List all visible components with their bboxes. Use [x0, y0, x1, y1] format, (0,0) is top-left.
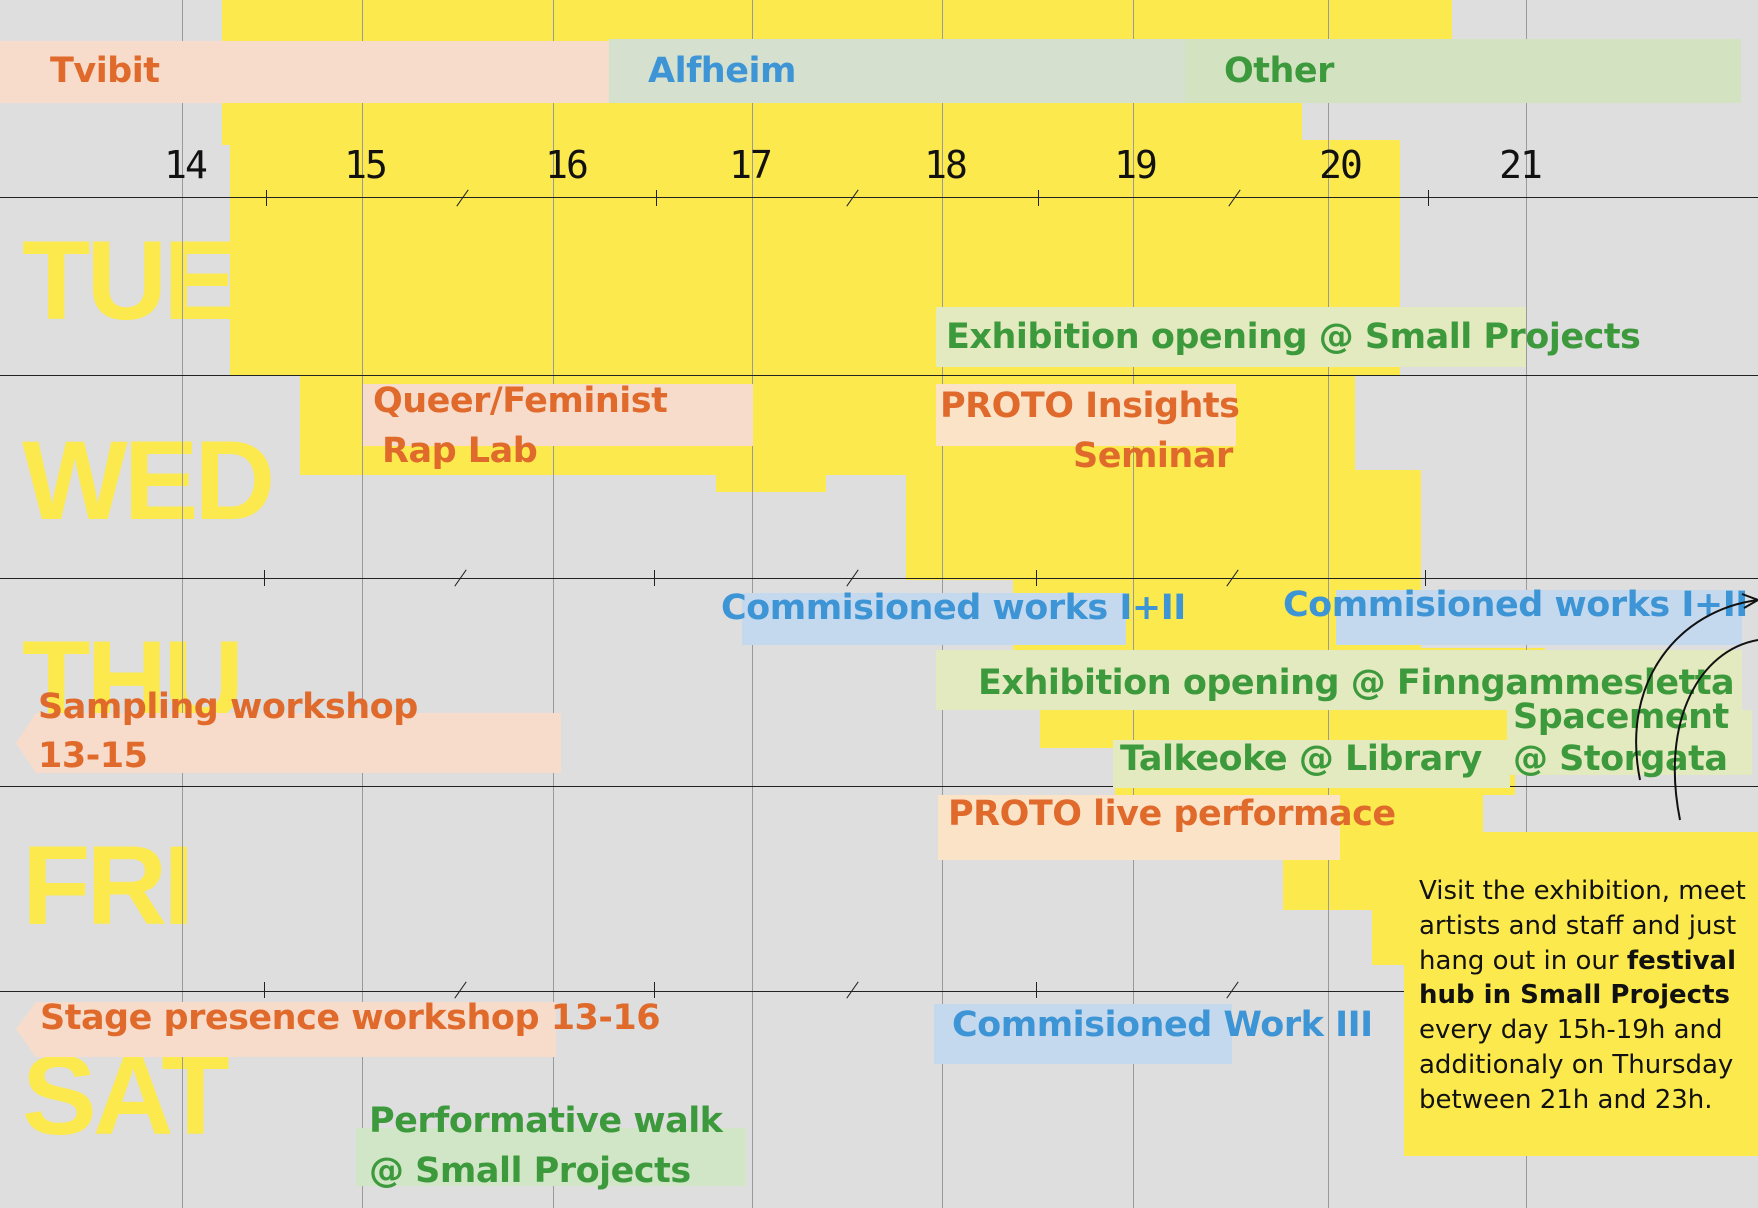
- legend-alfheim: Alfheim: [648, 51, 796, 91]
- day-label-wed: WED: [22, 418, 275, 543]
- hour-label: 17: [729, 143, 773, 187]
- event-bg: [936, 384, 1236, 446]
- event-wed-proto-insights-line2[interactable]: Seminar: [1073, 436, 1233, 476]
- info-text: Visit the exhibition, meet artists and s…: [1419, 876, 1746, 976]
- event-tue-exhibition-opening[interactable]: Exhibition opening @ Small Projects: [946, 317, 1641, 357]
- event-bg: [742, 593, 1126, 645]
- event-thu-spacement-line1[interactable]: Spacement: [1513, 697, 1729, 737]
- event-thu-spacement-line2[interactable]: @ Storgata: [1513, 739, 1728, 779]
- event-bg: [1336, 590, 1742, 645]
- event-sat-stage-presence-workshop[interactable]: Stage presence workshop 13-16: [40, 998, 661, 1038]
- day-label-fri: FRI: [22, 823, 194, 948]
- event-sat-performative-walk-line1[interactable]: Performative walk: [369, 1101, 723, 1141]
- hour-label: 19: [1114, 143, 1158, 187]
- event-bg: [938, 795, 1340, 860]
- event-fri-proto-live-performance[interactable]: PROTO live performace: [948, 794, 1396, 834]
- event-bg: [936, 650, 1742, 710]
- event-thu-exhibition-opening[interactable]: Exhibition opening @ Finngammesletta: [978, 663, 1735, 703]
- hour-label: 15: [344, 143, 388, 187]
- decorative-arcs: [1635, 593, 1758, 821]
- event-arrow-band: [16, 1002, 556, 1057]
- event-thu-commissioned-works-a[interactable]: Commisioned works I+II: [721, 588, 1186, 628]
- day-label-tue: TUE: [22, 218, 238, 343]
- event-thu-sampling-workshop-line1[interactable]: Sampling workshop: [38, 687, 418, 727]
- hour-label: 14: [164, 143, 208, 187]
- info-text: every day 15h-19h and additionaly on Thu…: [1419, 1015, 1734, 1115]
- hour-label: 20: [1319, 143, 1363, 187]
- info-text-bold: festival hub in Small Projects: [1419, 945, 1736, 1011]
- hour-label: 16: [545, 143, 589, 187]
- event-sat-performative-walk-line2[interactable]: @ Small Projects: [369, 1151, 691, 1191]
- legend-other: Other: [1224, 51, 1334, 91]
- event-bg: [356, 1128, 746, 1186]
- legend-tvibit: Tvibit: [50, 51, 160, 91]
- event-arrow-band: [16, 713, 561, 773]
- event-thu-talkeoke[interactable]: Talkeoke @ Library: [1120, 739, 1482, 779]
- day-label-sat: SAT: [22, 1033, 230, 1158]
- event-thu-sampling-workshop-line2[interactable]: 13-15: [38, 736, 148, 776]
- event-thu-commissioned-works-b[interactable]: Commisioned works I+II: [1283, 585, 1748, 625]
- event-wed-rap-lab-line2[interactable]: Rap Lab: [382, 431, 538, 471]
- hour-label: 21: [1499, 143, 1543, 187]
- event-wed-rap-lab-line1[interactable]: Queer/Feminist: [373, 381, 668, 421]
- event-bg: [934, 1004, 1232, 1064]
- event-wed-proto-insights-line1[interactable]: PROTO Insights: [940, 386, 1240, 426]
- event-bg: [363, 384, 753, 446]
- event-bg: [1113, 740, 1510, 788]
- hour-label: 18: [924, 143, 968, 187]
- event-bg: [936, 307, 1526, 367]
- festival-hub-info-box: Visit the exhibition, meet artists and s…: [1404, 832, 1758, 1156]
- event-sat-commissioned-work-iii[interactable]: Commisioned Work III: [952, 1005, 1373, 1045]
- event-bg: [1507, 710, 1752, 775]
